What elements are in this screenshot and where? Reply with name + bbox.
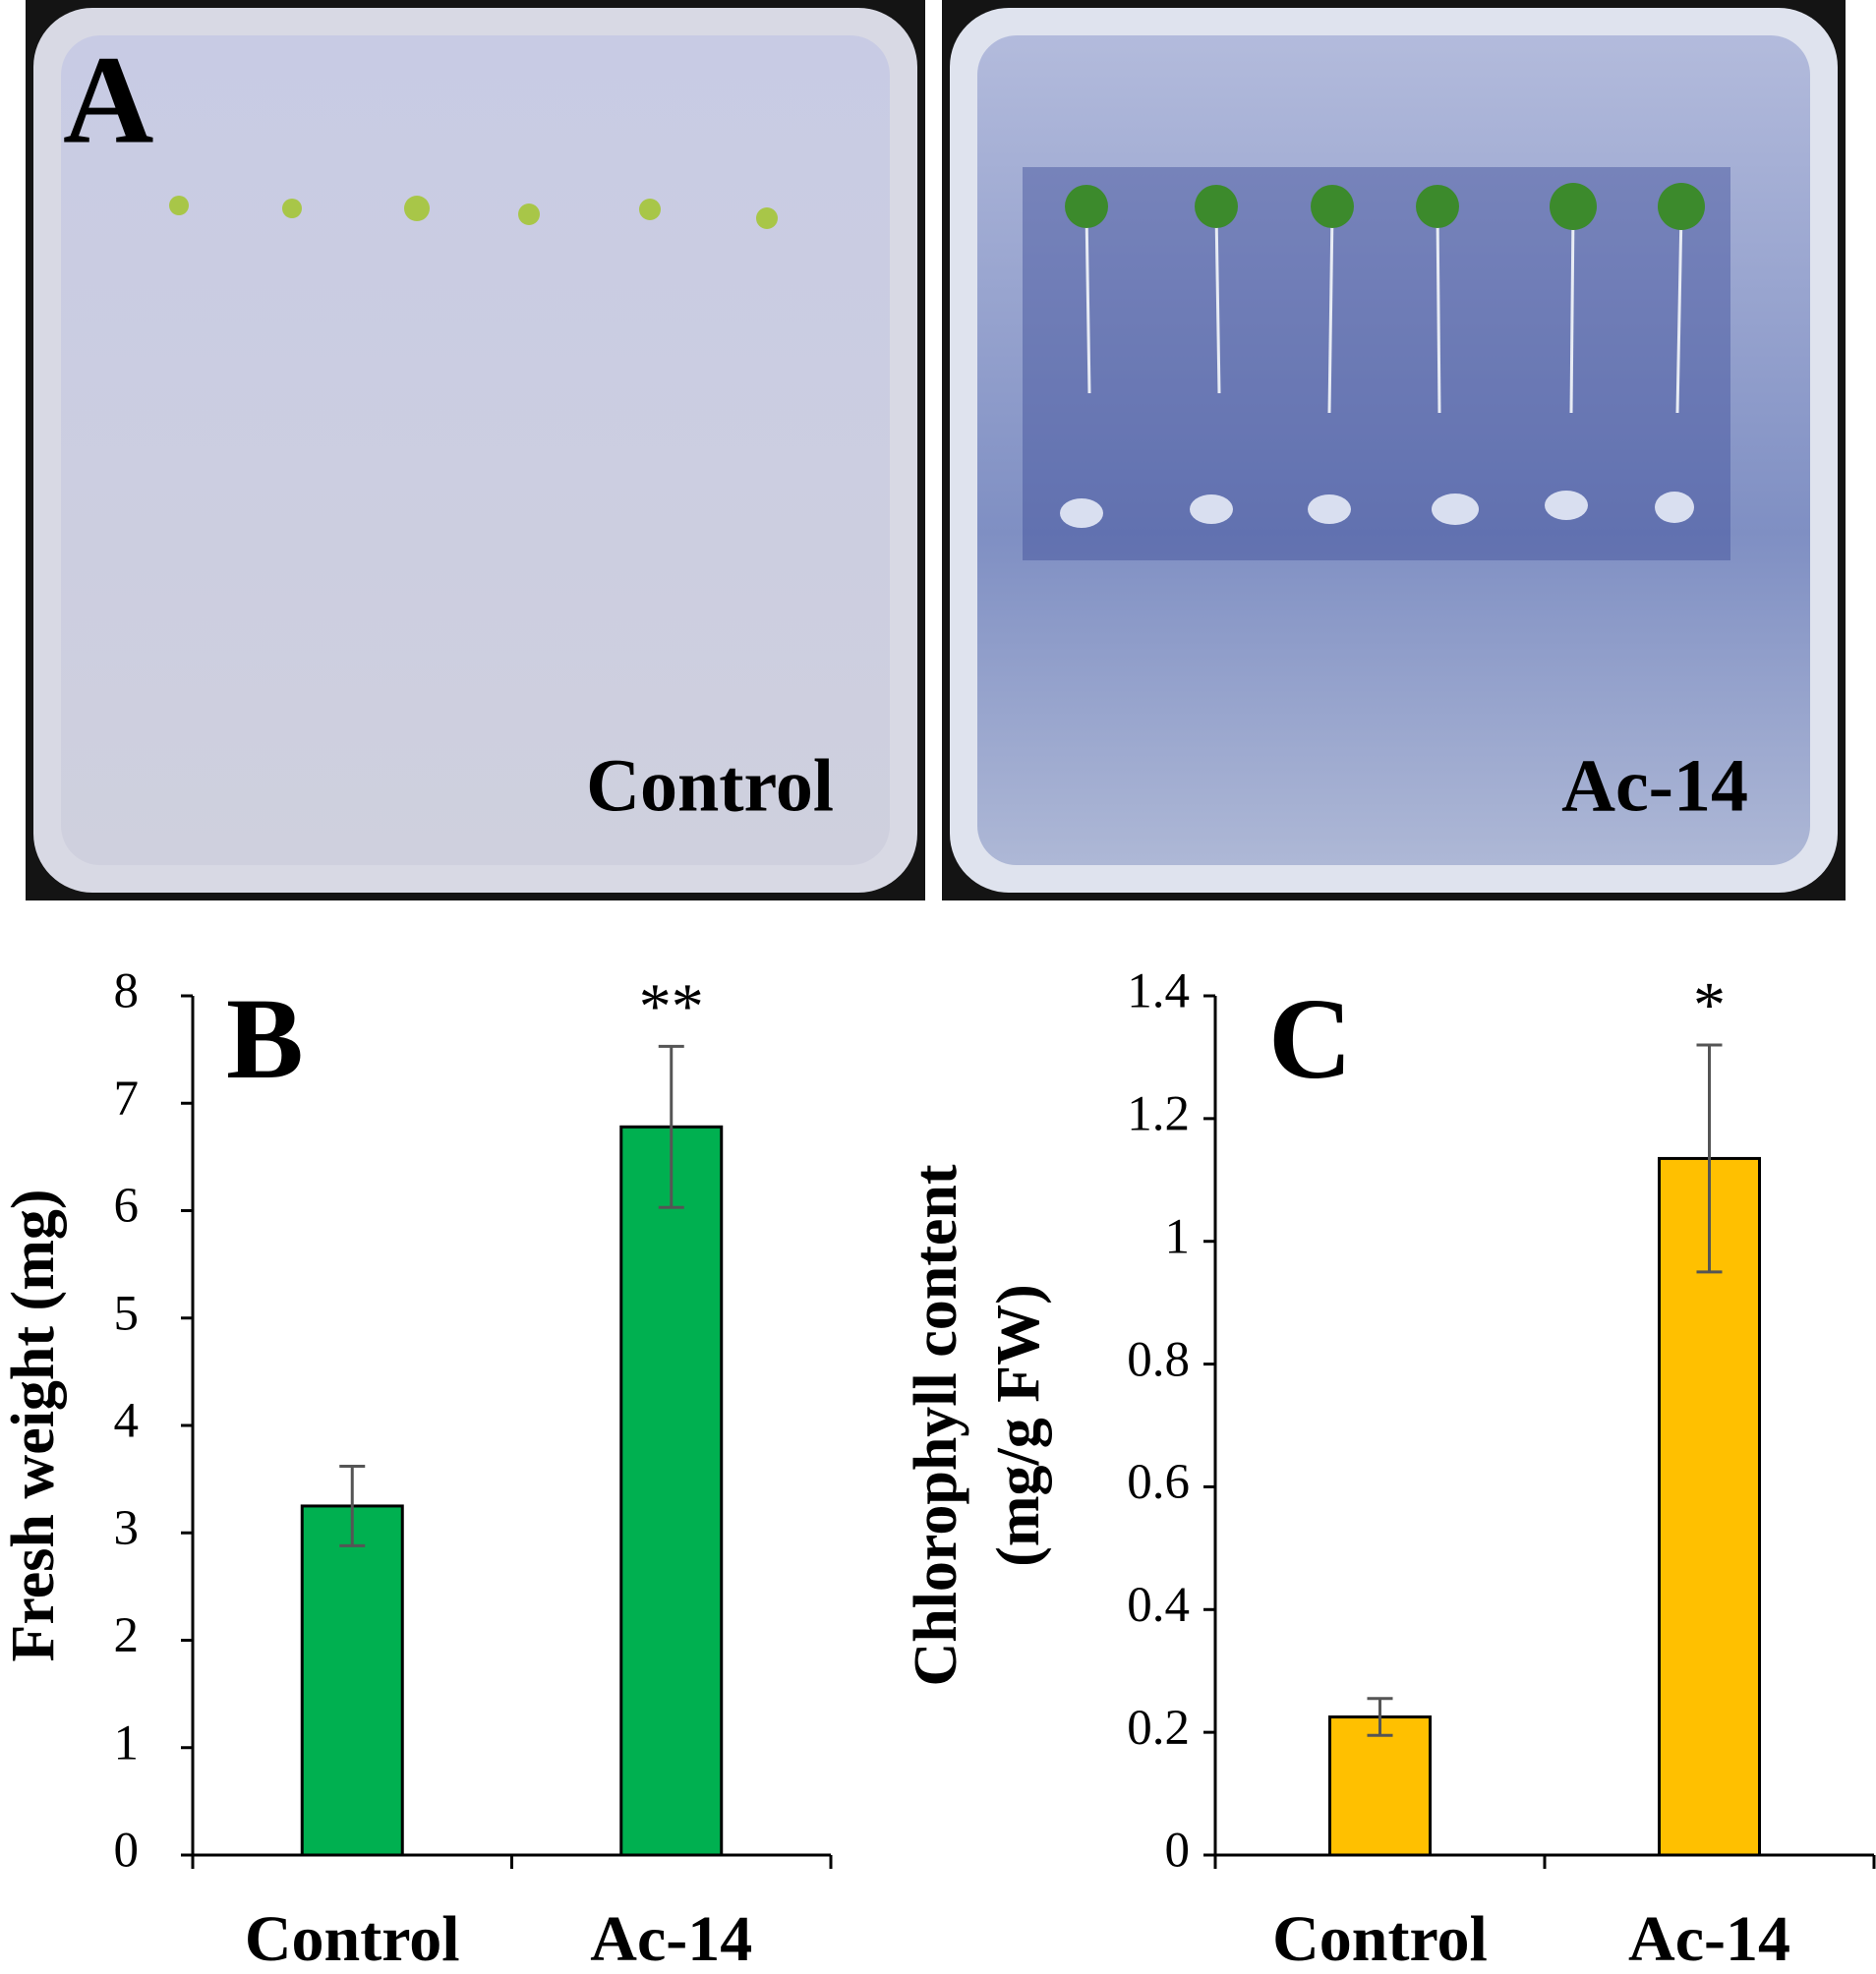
y-tick-label: 1: [1165, 1209, 1191, 1264]
seedlings: [169, 196, 778, 229]
plate-agar: [61, 35, 890, 865]
y-tick-label: 1.4: [1127, 964, 1190, 1019]
x-tick-label: Control: [1272, 1903, 1488, 1974]
panel-label: B: [226, 974, 304, 1103]
panel-label: A: [63, 29, 153, 169]
y-tick-label: 2: [114, 1608, 140, 1663]
y-axis-label: (mg/g FW): [985, 1284, 1052, 1567]
plate-agar: [977, 35, 1810, 865]
y-axis-label: Chlorophyll content: [903, 1164, 969, 1686]
bar: [1328, 1715, 1432, 1857]
error-bar: [339, 1465, 366, 1547]
plate-label: Control: [586, 744, 834, 827]
y-tick-label: 0.2: [1127, 1701, 1190, 1756]
y-tick-label: 0.8: [1127, 1332, 1190, 1387]
error-bar: [1696, 1043, 1723, 1274]
x-tick-label: Control: [245, 1903, 460, 1974]
y-tick-label: 0.6: [1127, 1455, 1190, 1510]
y-tick-label: 0.4: [1127, 1578, 1190, 1633]
y-tick-label: 0: [114, 1824, 140, 1879]
y-tick-label: 0: [1165, 1824, 1191, 1879]
panel-label: C: [1268, 974, 1352, 1103]
plate-label: Ac-14: [1561, 744, 1748, 827]
x-tick-label: Ac-14: [590, 1903, 752, 1974]
bar: [300, 1504, 404, 1857]
y-tick-label: 7: [114, 1072, 140, 1127]
y-axis-label: Fresh weight (mg): [0, 1190, 67, 1662]
error-bar: [1367, 1697, 1393, 1737]
y-tick-label: 1.2: [1127, 1087, 1190, 1142]
plants: [1060, 183, 1705, 528]
y-tick-label: 8: [114, 964, 140, 1019]
error-bar: [658, 1044, 684, 1209]
significance: **: [639, 970, 704, 1042]
y-tick-label: 1: [114, 1715, 140, 1771]
significance: *: [1693, 969, 1726, 1041]
y-tick-label: 5: [114, 1286, 140, 1341]
x-tick-label: Ac-14: [1628, 1903, 1790, 1974]
bar: [619, 1125, 724, 1857]
plate-zone: [1023, 167, 1730, 560]
y-tick-label: 3: [114, 1501, 140, 1556]
y-tick-label: 6: [114, 1179, 140, 1234]
bar: [1658, 1156, 1761, 1857]
y-tick-label: 4: [114, 1394, 140, 1449]
